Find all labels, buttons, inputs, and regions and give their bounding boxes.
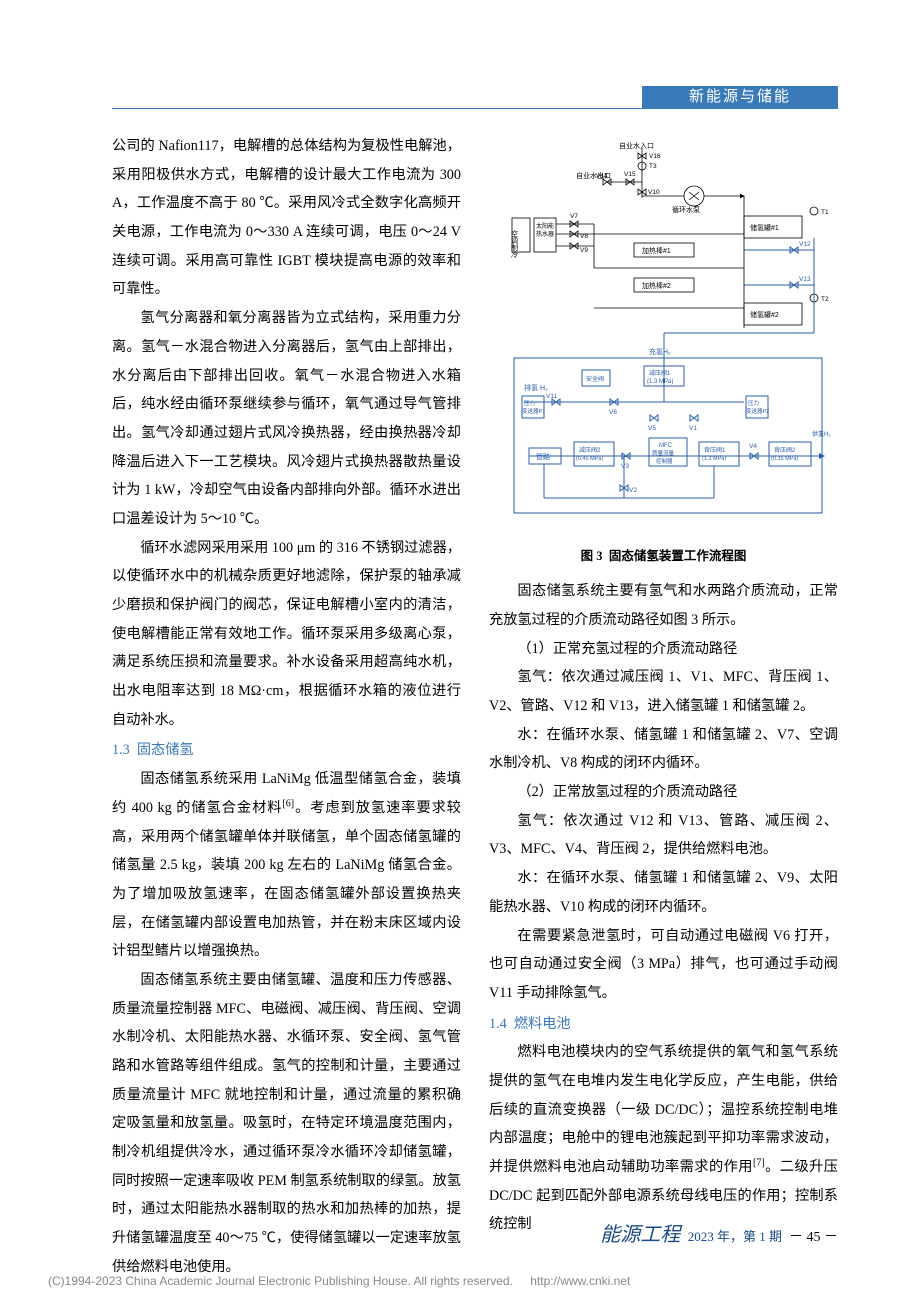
para: 固态储氢系统主要由储氢罐、温度和压力传感器、质量流量控制器 MFC、电磁阀、减压…	[112, 966, 461, 1282]
header-rule	[112, 108, 838, 109]
para: 固态储氢系统主要有氢气和水两路介质流动，正常充放氢过程的介质流动路径如图 3 所…	[489, 577, 838, 634]
svg-text:V11: V11	[546, 393, 557, 400]
citation-7: [7]	[753, 1157, 765, 1168]
section-number: 1.3	[112, 742, 130, 758]
para: 循环水滤网采用采用 100 μm 的 316 不锈钢过滤器，以使循环水中的机械杂…	[112, 534, 461, 735]
cnki-link[interactable]: http://www.cnki.net	[530, 1274, 630, 1288]
svg-text:减压阀2: 减压阀2	[579, 446, 601, 454]
svg-text:(0.45 MPa): (0.45 MPa)	[576, 456, 603, 462]
copyright-text: (C)1994-2023 China Academic Journal Elec…	[48, 1274, 513, 1288]
svg-text:压力: 压力	[524, 399, 535, 407]
svg-text:背压阀2: 背压阀2	[774, 446, 796, 454]
text: 。考虑到放氢速率要求较高，采用两个储氢罐单体并联储氢，单个固态储氢罐的储氢量 2…	[112, 800, 461, 959]
left-column: 公司的 Nafion117，电解槽的总体结构为复极性电解池，采用阳极供水方式，电…	[112, 88, 461, 1282]
svg-text:V13: V13	[799, 276, 811, 283]
svg-text:太阳能: 太阳能	[536, 222, 554, 230]
svg-text:加热棒#1: 加热棒#1	[642, 246, 671, 255]
svg-text:排氢 H₂: 排氢 H₂	[524, 383, 548, 392]
svg-text:(0.35 MPa): (0.35 MPa)	[771, 456, 798, 462]
svg-text:供氢H₂: 供氢H₂	[812, 430, 831, 438]
para: （1）正常充氢过程的介质流动路径	[489, 635, 838, 664]
citation-6: [6]	[282, 798, 294, 809]
svg-text:V2: V2	[629, 487, 637, 494]
svg-text:控制器: 控制器	[656, 457, 673, 465]
page-number: － 45 －	[789, 1230, 838, 1245]
para: 公司的 Nafion117，电解槽的总体结构为复极性电解池，采用阳极供水方式，电…	[112, 132, 461, 304]
para: 固态储氢系统采用 LaNiMg 低温型储氢合金，装填约 400 kg 的储氢合金…	[112, 765, 461, 966]
figure-3: .bx { fill:#fff; stroke:#000; stroke-wid…	[489, 138, 838, 569]
para: 氢气：依次通过减压阀 1、V1、MFC、背压阀 1、V2、管路、V12 和 V1…	[489, 663, 838, 720]
svg-text:T1: T1	[821, 209, 829, 216]
para: 燃料电池模块内的空气系统提供的氧气和氢气系统提供的氢气在电堆内发生电化学反应，产…	[489, 1038, 838, 1239]
category-header: 新能源与储能	[642, 86, 838, 108]
page-content: 公司的 Nafion117，电解槽的总体结构为复极性电解池，采用阳极供水方式，电…	[0, 0, 920, 1312]
svg-text:热水器: 热水器	[536, 230, 554, 238]
para: （2）正常放氢过程的介质流动路径	[489, 778, 838, 807]
issue-info: 2023 年，第 1 期	[688, 1229, 782, 1244]
svg-text:储氢罐#2: 储氢罐#2	[750, 310, 779, 319]
svg-text:V9: V9	[580, 247, 588, 254]
svg-text:安全阀: 安全阀	[586, 375, 604, 383]
para: 水：在循环水泵、储氢罐 1 和储氢罐 2、V7、空调水制冷机、V8 构成的闭环内…	[489, 721, 838, 778]
section-heading-1-3: 1.3 固态储氢	[112, 736, 461, 765]
svg-text:背压阀1: 背压阀1	[704, 446, 726, 454]
svg-text:V10: V10	[648, 189, 660, 196]
svg-text:变送器P2: 变送器P2	[746, 407, 769, 415]
svg-text:V3: V3	[621, 463, 629, 470]
section-title: 燃料电池	[514, 1016, 571, 1032]
flowchart-svg: .bx { fill:#fff; stroke:#000; stroke-wid…	[494, 138, 834, 538]
svg-text:(1.3 MPa): (1.3 MPa)	[647, 379, 673, 385]
svg-text:变送器P1: 变送器P1	[522, 407, 545, 415]
svg-text:减压阀1: 减压阀1	[649, 369, 671, 377]
svg-text:充氢H₂: 充氢H₂	[649, 347, 671, 356]
para: 水：在循环水泵、储氢罐 1 和储氢罐 2、V9、太阳能热水器、V10 构成的闭环…	[489, 864, 838, 921]
svg-text:T3: T3	[649, 163, 657, 170]
svg-text:自业水入口: 自业水入口	[619, 141, 654, 150]
svg-text:储氢罐#1: 储氢罐#1	[750, 223, 779, 232]
journal-name: 能源工程	[600, 1224, 680, 1246]
svg-text:V8: V8	[580, 233, 588, 240]
text: 燃料电池模块内的空气系统提供的氧气和氢气系统提供的氢气在电堆内发生电化学反应，产…	[489, 1044, 838, 1175]
svg-text:V12: V12	[799, 241, 811, 248]
svg-text:V4: V4	[749, 443, 757, 450]
svg-text:V1: V1	[689, 425, 697, 432]
svg-text:(1.2 MPa): (1.2 MPa)	[702, 456, 726, 462]
svg-text:循环水泵: 循环水泵	[672, 205, 700, 214]
para: 在需要紧急泄氢时，可自动通过电磁阀 V6 打开，也可自动通过安全阀（3 MPa）…	[489, 922, 838, 1008]
section-title: 固态储氢	[137, 742, 194, 758]
page-footer: 能源工程 2023 年，第 1 期 － 45 －	[600, 1218, 838, 1247]
copyright-footer: (C)1994-2023 China Academic Journal Elec…	[48, 1274, 630, 1288]
caption-label: 图 3	[581, 549, 603, 563]
right-column: .bx { fill:#fff; stroke:#000; stroke-wid…	[489, 88, 838, 1282]
svg-text:V7: V7	[570, 213, 578, 220]
figure-3-caption: 图 3 固态储氢装置工作流程图	[489, 544, 838, 569]
section-heading-1-4: 1.4 燃料电池	[489, 1010, 838, 1039]
svg-text:MFC: MFC	[659, 443, 673, 449]
svg-text:T2: T2	[821, 296, 829, 303]
svg-text:加热棒#2: 加热棒#2	[642, 281, 671, 290]
svg-text:空调制冷: 空调制冷	[510, 229, 518, 259]
section-number: 1.4	[489, 1016, 507, 1032]
svg-text:V6: V6	[609, 409, 617, 416]
caption-text: 固态储氢装置工作流程图	[609, 549, 747, 563]
svg-text:压力: 压力	[748, 399, 759, 407]
svg-text:V15: V15	[624, 171, 636, 178]
svg-text:V16: V16	[649, 153, 661, 160]
para: 氢气分离器和氧分离器皆为立式结构，采用重力分离。氢气－水混合物进入分离器后，氢气…	[112, 304, 461, 534]
svg-text:V14: V14	[596, 173, 608, 180]
svg-text:V5: V5	[648, 425, 656, 432]
para: 氢气：依次通过 V12 和 V13、管路、减压阀 2、V3、MFC、V4、背压阀…	[489, 807, 838, 864]
